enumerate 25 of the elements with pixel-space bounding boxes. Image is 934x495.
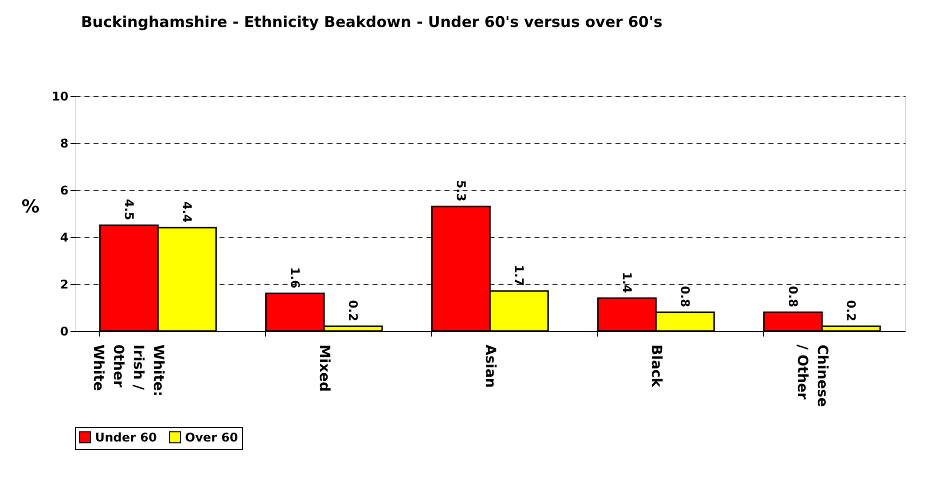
data-label: 4.5 bbox=[122, 198, 136, 220]
legend-label: Under 60 bbox=[95, 430, 157, 444]
y-tick-label: 10 bbox=[52, 90, 68, 104]
data-label: 0.2 bbox=[346, 300, 360, 322]
y-tick-label: 0 bbox=[60, 324, 68, 338]
data-label: 5.3 bbox=[454, 180, 468, 202]
x-tick-label: Asian bbox=[482, 344, 498, 388]
y-tick-label: 2 bbox=[60, 278, 68, 292]
chart-title: Buckinghamshire - Ethnicity Beakdown - Under 60's versus over 60's bbox=[80, 13, 662, 31]
data-label: 0.8 bbox=[678, 286, 692, 308]
data-label: 1.7 bbox=[512, 264, 526, 286]
x-tick-label: Black bbox=[648, 344, 664, 388]
data-label: 1.6 bbox=[288, 267, 302, 288]
data-label: 0.8 bbox=[786, 286, 800, 308]
x-tick-label: White: Irish / 0ther White bbox=[90, 344, 166, 396]
data-label: 4.4 bbox=[180, 201, 194, 223]
x-tick-label: Chinese / Other bbox=[794, 344, 830, 407]
y-tick-label: 6 bbox=[60, 184, 68, 198]
y-tick-label: 4 bbox=[60, 230, 68, 244]
y-tick-label: 8 bbox=[60, 136, 68, 150]
y-axis-title: % bbox=[21, 196, 40, 218]
x-tick-label: Mixed bbox=[316, 344, 332, 392]
data-label: 0.2 bbox=[844, 300, 858, 322]
data-label: 1.4 bbox=[620, 272, 634, 294]
legend-label: Over 60 bbox=[185, 430, 238, 444]
